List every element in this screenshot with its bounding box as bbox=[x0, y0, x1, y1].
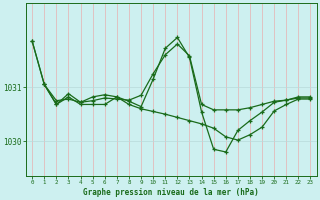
X-axis label: Graphe pression niveau de la mer (hPa): Graphe pression niveau de la mer (hPa) bbox=[84, 188, 259, 197]
